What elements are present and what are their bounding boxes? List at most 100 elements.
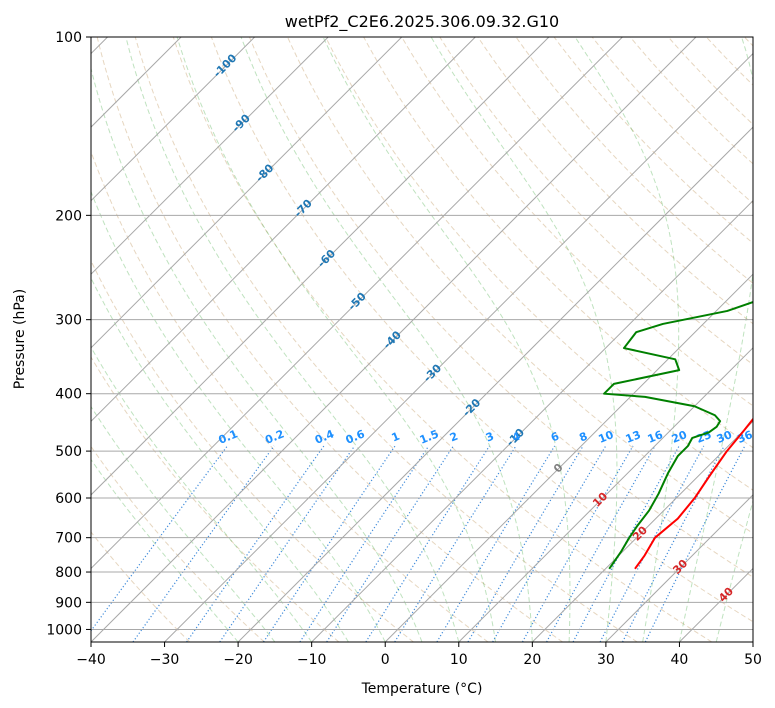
isotherm-line: [164, 52, 753, 642]
y-axis-label: Pressure (hPa): [12, 289, 28, 389]
x-tick-label: 50: [744, 652, 762, 668]
y-tick-label: 400: [55, 387, 82, 403]
isotherm-line: [91, 37, 476, 423]
mixing-ratio-line: [644, 445, 746, 642]
dry-adiabat-line: [591, 37, 753, 205]
x-tick-label: −30: [150, 652, 180, 668]
y-tick-label: 500: [55, 444, 82, 460]
mixing-ratio-label: 2: [448, 430, 460, 445]
x-tick-label: 20: [523, 652, 541, 668]
moist-adiabat-line: [322, 37, 571, 642]
dewpoint-line: [603, 300, 753, 570]
dry-adiabat-line: [477, 37, 753, 325]
isotherm-line: [91, 37, 697, 642]
moist-adiabat-line: [91, 405, 276, 642]
dry-adiabat-line: [172, 37, 713, 642]
mixing-ratio-line: [91, 445, 228, 632]
mixing-ratio-label: 20: [670, 428, 689, 446]
y-tick-label: 100: [55, 30, 82, 46]
isotherm-line: [91, 37, 256, 202]
dry-adiabat-line: [96, 37, 563, 642]
mixing-ratio-line: [622, 445, 725, 642]
dry-adiabat-line: [134, 37, 638, 642]
mixing-ratio-label: 13: [624, 428, 643, 446]
x-tick-label: 30: [597, 652, 615, 668]
mixing-ratio-line: [521, 445, 634, 642]
isotherm-line: [458, 347, 753, 642]
isobar-grid: [91, 37, 753, 630]
dry-adiabat-line: [210, 37, 753, 623]
y-axis: 100 200 300 400 500 600 700 800 900 1000: [46, 30, 91, 638]
dry-adiabat-line: [248, 37, 753, 578]
y-tick-label: 600: [55, 491, 82, 507]
mixing-ratio-label: 8: [577, 430, 589, 445]
isotherm-line: [91, 37, 623, 570]
moist-adiabat-line: [715, 499, 753, 642]
moist-adiabat-line: [574, 37, 680, 642]
x-axis-label: Temperature (°C): [361, 681, 483, 697]
dry-adiabat-line: [401, 37, 753, 407]
moist-adiabat-line: [91, 190, 386, 642]
mixing-ratio-lines: [91, 445, 746, 642]
mixing-ratio-line: [599, 445, 705, 642]
y-tick-label: 700: [55, 531, 82, 547]
x-axis: −40 −30 −20 −10 0 10 20 30 40 50: [76, 642, 762, 668]
mixing-ratio-line: [467, 445, 584, 642]
mixing-ratio-label: 1: [390, 430, 402, 445]
mixing-ratio-line: [326, 445, 454, 642]
isotherm-line: [605, 494, 753, 642]
x-tick-label: −20: [223, 652, 253, 668]
x-tick-label: −40: [76, 652, 106, 668]
y-tick-label: 300: [55, 313, 82, 329]
moist-adiabat-line: [176, 37, 497, 642]
dry-adiabat-line: [91, 531, 191, 642]
dry-adiabat-line: [91, 356, 340, 642]
mixing-ratio-label: 3: [484, 430, 496, 445]
isotherm-line: [91, 37, 550, 496]
plot-frame: [90, 36, 754, 643]
plot-area: -100-90-80-70-60-50-40-30-20-10010203040…: [91, 37, 754, 642]
moist-adiabat-line: [91, 66, 423, 642]
chart-title: wetPf2_C2E6.2025.306.09.32.G10: [285, 12, 559, 32]
mixing-ratio-label: 10: [596, 428, 615, 446]
mixing-ratio-line: [492, 445, 607, 642]
moist-adiabat-line: [430, 37, 618, 642]
moist-adiabats: [91, 37, 753, 642]
y-tick-label: 200: [55, 208, 82, 224]
moist-adiabat-line: [91, 276, 349, 642]
dry-adiabat-line: [325, 37, 753, 491]
mixing-ratio-label: 16: [646, 428, 665, 446]
mixing-ratio-line: [299, 445, 430, 642]
mixing-ratio-line: [263, 445, 396, 642]
mixing-ratio-label: 30: [715, 428, 734, 446]
x-tick-label: −10: [297, 652, 327, 668]
moist-adiabat-line: [678, 37, 753, 642]
moist-adiabat-line: [91, 458, 239, 642]
mixing-ratio-line: [365, 445, 490, 642]
profile-series: [603, 300, 753, 570]
isotherm-line: [91, 37, 329, 275]
isotherm-line: [311, 199, 753, 642]
isotherm-grid: [91, 37, 753, 642]
y-tick-label: 800: [55, 565, 82, 581]
dry-adiabat-line: [287, 37, 753, 534]
isotherm-line: [237, 126, 753, 642]
moist-adiabat-line: [125, 37, 460, 642]
dry-adiabat-line: [91, 150, 489, 642]
y-tick-label: 900: [55, 595, 82, 611]
mixing-ratio-label: 36: [735, 428, 754, 446]
x-tick-label: 40: [671, 652, 689, 668]
x-tick-label: 0: [381, 652, 390, 668]
isotherm-line: [384, 273, 753, 642]
y-tick-label: 1000: [46, 622, 82, 638]
dry-adiabat-line: [515, 37, 753, 284]
x-tick-label: 10: [450, 652, 468, 668]
mixing-ratio-line: [436, 445, 556, 642]
mixing-ratio-line: [186, 445, 325, 642]
isotherm-line: [91, 37, 403, 349]
dry-adiabat-line: [91, 259, 414, 642]
moist-adiabat-line: [240, 37, 533, 642]
temperature-line: [634, 417, 753, 570]
